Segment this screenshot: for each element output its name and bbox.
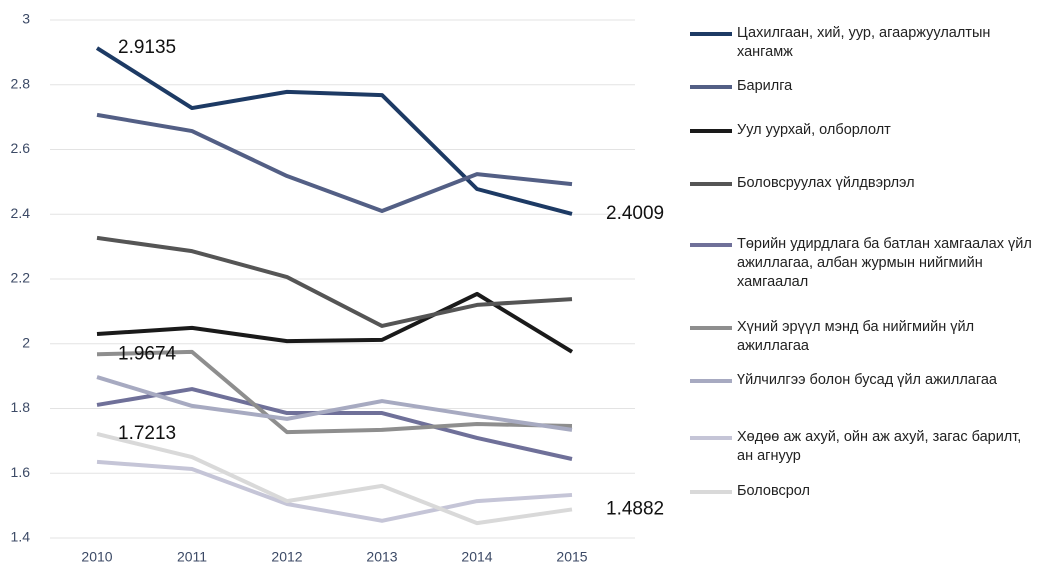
- series-line: [96, 375, 573, 432]
- legend-label: Боловсрол: [737, 483, 811, 499]
- legend-label: Барилга: [737, 78, 793, 94]
- y-tick-label: 2.4: [11, 205, 31, 221]
- value-label: 1.4882: [606, 498, 664, 519]
- legend-label: Цахилгаан, хий, уур, агааржуулалтын ханг…: [737, 25, 991, 60]
- y-tick-label: 1.4: [11, 529, 31, 545]
- series-line: [96, 387, 573, 461]
- legend-item: Хүний эрүүл мэнд ба нийгмийн үйл ажиллаг…: [690, 318, 1040, 356]
- series-line: [95, 46, 573, 216]
- value-label: 2.9135: [118, 37, 176, 58]
- series-line: [96, 459, 573, 523]
- x-tick-label: 2012: [271, 549, 302, 565]
- legend-label: Төрийн удирдлага ба батлан хамгаалах үйл…: [737, 236, 1032, 290]
- legend-label: Уул уурхай, олборлолт: [737, 122, 891, 138]
- legend-item: Боловсруулах үйлдвэрлэл: [690, 174, 1040, 193]
- value-label: 2.4009: [606, 203, 664, 224]
- legend-swatch: [690, 129, 732, 133]
- legend-swatch: [690, 243, 732, 247]
- x-tick-label: 2013: [366, 549, 397, 565]
- series-line: [96, 349, 573, 435]
- x-tick-label: 2014: [461, 549, 492, 565]
- legend-swatch: [690, 490, 732, 494]
- legend-label: Хүний эрүүл мэнд ба нийгмийн үйл ажиллаг…: [737, 319, 975, 354]
- legend-swatch: [690, 32, 732, 36]
- legend-label: Хөдөө аж ахуй, ойн аж ахуй, загас барилт…: [737, 429, 1022, 464]
- value-label: 1.9674: [118, 343, 177, 364]
- y-tick-label: 2.2: [11, 270, 31, 286]
- y-tick-label: 2: [22, 334, 30, 350]
- legend-item: Барилга: [690, 77, 1040, 96]
- legend-swatch: [690, 436, 732, 440]
- y-tick-label: 1.8: [11, 399, 31, 415]
- y-tick-label: 2.8: [11, 75, 31, 91]
- legend-item: Уул уурхай, олборлолт: [690, 121, 1040, 140]
- x-tick-label: 2010: [81, 549, 112, 565]
- series-line: [96, 235, 573, 328]
- legend-swatch: [690, 182, 732, 186]
- value-label: 1.7213: [118, 423, 176, 444]
- legend-label: Боловсруулах үйлдвэрлэл: [737, 175, 915, 191]
- legend-swatch: [690, 326, 732, 330]
- y-tick-label: 1.6: [11, 464, 31, 480]
- legend-swatch: [690, 85, 732, 89]
- legend-swatch: [690, 379, 732, 383]
- legend-item: Боловсрол: [690, 482, 1040, 501]
- x-tick-label: 2011: [177, 549, 207, 565]
- legend-label: Үйлчилгээ болон бусад үйл ажиллагаа: [737, 372, 997, 388]
- x-tick-label: 2015: [556, 549, 587, 565]
- series-line: [96, 112, 573, 214]
- legend-item: Үйлчилгээ болон бусад үйл ажиллагаа: [690, 371, 1040, 390]
- legend-item: Хөдөө аж ахуй, ойн аж ахуй, загас барилт…: [690, 428, 1040, 466]
- legend-item: Төрийн удирдлага ба батлан хамгаалах үйл…: [690, 235, 1040, 292]
- y-tick-label: 3: [22, 11, 30, 27]
- y-tick-label: 2.6: [11, 140, 31, 156]
- legend-item: Цахилгаан, хий, уур, агааржуулалтын ханг…: [690, 24, 1040, 62]
- series-line: [96, 432, 573, 526]
